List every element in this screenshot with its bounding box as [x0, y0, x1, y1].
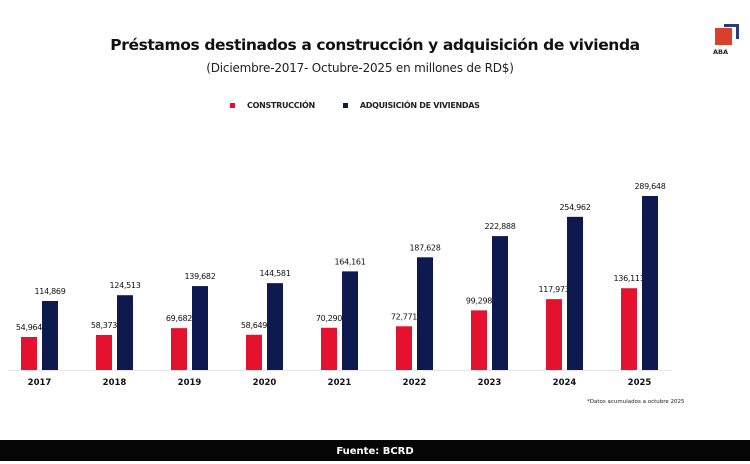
x-tick-label-2019: 2019 — [178, 378, 202, 388]
data-label-adquisicion-2025: 289,648 — [635, 182, 666, 191]
data-label-construccion-2019: 69,682 — [166, 314, 192, 323]
bar-construccion-2024 — [546, 299, 562, 370]
bar-adquisicion-2024 — [567, 216, 583, 370]
data-label-adquisicion-2024: 254,962 — [560, 203, 591, 212]
data-label-construccion-2023: 99,298 — [466, 296, 492, 305]
x-tick-label-2025: 2025 — [628, 378, 652, 388]
bar-adquisicion-2018 — [117, 295, 133, 370]
data-label-construccion-2024: 117,973 — [539, 285, 570, 294]
bar-construccion-2023 — [471, 310, 487, 370]
x-tick-label-2023: 2023 — [478, 378, 502, 388]
aba-logo: ABA — [712, 14, 742, 59]
legend-swatch-adquisicion — [342, 103, 348, 108]
bar-adquisicion-2019 — [192, 286, 208, 370]
data-label-construccion-2017: 54,964 — [16, 323, 42, 332]
bar-adquisicion-2021 — [342, 271, 358, 370]
data-label-adquisicion-2021: 164,161 — [335, 257, 366, 266]
legend-label-construccion: CONSTRUCCIÓN — [247, 101, 315, 110]
bar-adquisicion-2020 — [267, 283, 283, 370]
legend-label-adquisicion: ADQUISICIÓN DE VIVIENDAS — [359, 101, 480, 110]
legend-item-construccion: CONSTRUCCIÓN — [230, 101, 315, 110]
chart-note: *Datos acumulados a octubre 2025 — [587, 399, 685, 405]
data-label-adquisicion-2023: 222,888 — [485, 222, 516, 231]
logo-text: ABA — [713, 48, 729, 56]
data-label-adquisicion-2017: 114,869 — [35, 287, 66, 296]
x-tick-label-2021: 2021 — [328, 378, 352, 388]
data-label-adquisicion-2020: 144,581 — [260, 269, 291, 278]
data-label-construccion-2018: 58,373 — [91, 321, 117, 330]
data-label-construccion-2022: 72,771 — [391, 312, 417, 321]
source-label: Fuente: BCRD — [336, 446, 414, 457]
logo-square-shape — [715, 28, 732, 45]
bar-construccion-2025 — [621, 288, 637, 370]
x-tick-label-2022: 2022 — [403, 378, 427, 388]
bar-chart: 54,964 114,869 2017 58,373 124,513 2018 69,682… — [8, 182, 672, 388]
logo-corner-shape — [724, 24, 739, 39]
chart-legend: CONSTRUCCIÓN ADQUISICIÓN DE VIVIENDAS — [230, 101, 502, 110]
legend-item-adquisicion: ADQUISICIÓN DE VIVIENDAS — [342, 101, 480, 110]
data-label-adquisicion-2022: 187,628 — [410, 243, 441, 252]
bar-adquisicion-2023 — [492, 236, 508, 370]
bar-construccion-2020 — [246, 334, 262, 370]
x-tick-label-2020: 2020 — [253, 378, 277, 388]
bar-construccion-2017 — [21, 336, 37, 370]
bar-construccion-2021 — [321, 327, 337, 370]
bar-construccion-2019 — [171, 328, 187, 370]
bar-adquisicion-2025 — [642, 196, 658, 370]
bar-adquisicion-2017 — [42, 300, 58, 370]
data-label-adquisicion-2019: 139,682 — [185, 272, 216, 281]
data-label-construccion-2025: 136,111 — [614, 274, 645, 283]
x-tick-label-2018: 2018 — [103, 378, 127, 388]
footer-bar: Fuente: BCRD — [0, 440, 750, 461]
data-label-construccion-2021: 70,290 — [316, 314, 342, 323]
data-label-construccion-2020: 58,649 — [241, 321, 267, 330]
bar-construccion-2018 — [96, 334, 112, 370]
x-tick-label-2017: 2017 — [28, 378, 52, 388]
bar-construccion-2022 — [396, 326, 412, 370]
chart-title: Préstamos destinados a construcción y ad… — [110, 36, 640, 54]
bar-adquisicion-2022 — [417, 257, 433, 370]
legend-swatch-construccion — [230, 103, 235, 108]
data-label-adquisicion-2018: 124,513 — [110, 281, 141, 290]
x-tick-label-2024: 2024 — [553, 378, 577, 388]
chart-subtitle: (Diciembre-2017- Octubre-2025 en millone… — [206, 61, 514, 75]
